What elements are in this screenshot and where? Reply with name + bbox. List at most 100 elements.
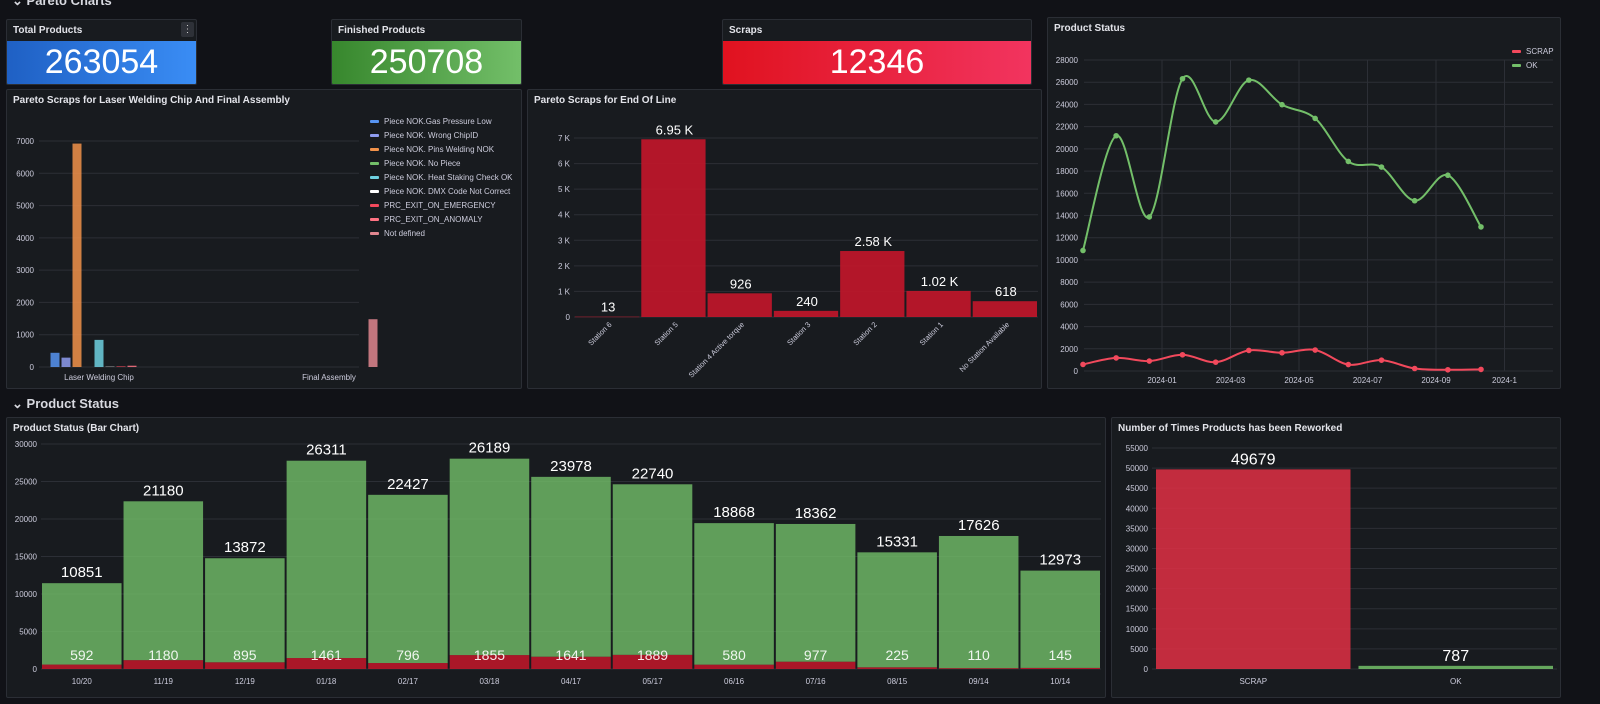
bar-scrap <box>123 660 204 669</box>
data-point <box>1146 358 1153 364</box>
panel-product-status-line[interactable]: Product Status 0 2000 4000 6000 8000 10000 120… <box>1047 17 1561 389</box>
data-point <box>1445 366 1451 373</box>
x-tick-label: No Station Available <box>958 320 1012 374</box>
y-tick-label: 5000 <box>16 202 34 211</box>
bar <box>906 290 971 317</box>
bar-value-label-ok: 10851 <box>61 564 103 581</box>
y-tick-label: 25000 <box>15 478 38 487</box>
x-tick-label: Station 5 <box>653 320 680 347</box>
stat-panel-scraps[interactable]: Scraps 12346 <box>722 19 1032 85</box>
y-tick-label: 10000 <box>15 590 38 599</box>
x-tick-label: 2024-03 <box>1216 376 1246 385</box>
y-tick-label: 30000 <box>15 440 38 449</box>
bar-ok <box>286 460 367 659</box>
legend-label: Piece NOK. No Piece <box>384 158 461 168</box>
data-point <box>1080 361 1086 368</box>
y-tick-label: 6000 <box>16 169 34 178</box>
panel-title: Finished Products <box>338 25 426 36</box>
data-point <box>1212 119 1219 125</box>
chart-product-status-line: 0 2000 4000 6000 8000 10000 12000 14000 16000 180… <box>1056 56 1553 385</box>
stat-panel-total-products[interactable]: Total Products ⋮ 263054 <box>6 19 197 85</box>
y-tick-label: 0 <box>33 665 38 674</box>
legend-swatch <box>1512 49 1521 53</box>
legend-item[interactable]: Piece NOK. Pins Welding NOK <box>370 142 513 156</box>
bar-ok <box>42 583 122 665</box>
data-point <box>1445 172 1451 179</box>
y-tick-label: 7000 <box>16 137 34 146</box>
legend-item[interactable]: OK <box>1512 58 1554 72</box>
bar-ok <box>694 523 774 665</box>
x-tick-label: 2024-05 <box>1284 376 1314 385</box>
panel-title: Number of Times Products has been Rework… <box>1118 423 1343 434</box>
bar-ok <box>531 476 611 657</box>
y-tick-label: 0 <box>1074 367 1079 376</box>
legend-swatch <box>1512 63 1521 67</box>
row-header-product-status[interactable]: ⌄ Product Status <box>12 396 119 412</box>
bar-value-label: 49679 <box>1231 451 1276 468</box>
panel-rework[interactable]: Number of Times Products has been Rework… <box>1111 417 1561 698</box>
y-tick-label: 30000 <box>1126 544 1149 553</box>
legend-item[interactable]: Piece NOK. Heat Staking Check OK <box>370 170 513 184</box>
bar-value-label-ok: 22427 <box>387 476 429 493</box>
y-tick-label: 35000 <box>1126 524 1149 533</box>
legend-item[interactable]: SCRAP <box>1512 44 1554 58</box>
legend-item[interactable]: Not defined <box>370 226 513 240</box>
y-tick-label: 6 K <box>558 160 571 169</box>
bar-value-label-ok: 17626 <box>958 517 1000 534</box>
panel-title: Pareto Scraps for Laser Welding Chip And… <box>13 95 290 106</box>
legend-item[interactable]: PRC_EXIT_ON_ANOMALY <box>370 212 513 226</box>
y-tick-label: 15000 <box>1126 605 1149 614</box>
y-tick-label: 10000 <box>1126 625 1149 634</box>
bar-value-label: 1.02 K <box>921 274 959 289</box>
panel-product-status-bar[interactable]: Product Status (Bar Chart) 0 5000 10000 150… <box>6 417 1106 698</box>
bar-scrap <box>449 655 530 669</box>
data-point <box>1146 214 1153 220</box>
legend-swatch <box>370 231 379 235</box>
y-tick-label: 1 K <box>558 287 571 296</box>
x-tick-label: 2024-01 <box>1147 376 1177 385</box>
bar-value-label-ok: 26189 <box>469 440 511 457</box>
legend-item[interactable]: Piece NOK. No Piece <box>370 156 513 170</box>
bar-value-label-scrap: 1641 <box>555 647 586 663</box>
data-point <box>1113 132 1119 139</box>
y-tick-label: 7 K <box>558 134 571 143</box>
y-tick-label: 20000 <box>1056 145 1079 154</box>
panel-pareto-laser[interactable]: Pareto Scraps for Laser Welding Chip And… <box>6 89 522 389</box>
bar-value-label: 6.95 K <box>656 122 694 137</box>
bar <box>94 339 104 367</box>
x-tick-label: OK <box>1450 677 1462 686</box>
bar-ok <box>775 523 856 662</box>
stat-value: 250708 <box>332 41 521 84</box>
bar-value-label-scrap: 796 <box>396 647 420 663</box>
data-point <box>1378 357 1385 363</box>
row-header-pareto[interactable]: ⌄ Pareto Charts <box>12 0 112 9</box>
legend-label: Piece NOK.Gas Pressure Low <box>384 116 492 126</box>
bar <box>575 316 640 318</box>
x-tick-label: Station 6 <box>586 320 613 347</box>
bar-scrap <box>42 664 122 669</box>
y-tick-label: 40000 <box>1126 504 1149 513</box>
panel-menu-button[interactable]: ⋮ <box>181 22 194 37</box>
legend-swatch <box>370 189 379 193</box>
stat-panel-finished-products[interactable]: Finished Products 250708 <box>331 19 522 85</box>
bar-value-label-ok: 15331 <box>876 533 918 550</box>
data-point <box>1411 197 1418 204</box>
legend-label: Piece NOK. Wrong ChipID <box>384 130 479 140</box>
x-tick-label: 11/19 <box>154 677 174 686</box>
legend-item[interactable]: Piece NOK. DMX Code Not Correct <box>370 184 513 198</box>
legend-item[interactable]: Piece NOK. Wrong ChipID <box>370 128 513 142</box>
panel-pareto-eol[interactable]: Pareto Scraps for End Of Line 0 1 K 2 K 3 K… <box>527 89 1042 389</box>
bar-value-label-scrap: 145 <box>1049 647 1073 663</box>
bar-value-label-scrap: 895 <box>233 647 257 663</box>
bar-value-label-scrap: 1855 <box>474 647 505 663</box>
bar-scrap <box>775 661 856 669</box>
legend-item[interactable]: Piece NOK.Gas Pressure Low <box>370 114 513 128</box>
legend-label: Piece NOK. Heat Staking Check OK <box>384 172 513 182</box>
x-tick-label: 09/14 <box>969 677 990 686</box>
y-tick-label: 0 <box>566 313 571 322</box>
series-line <box>1082 75 1482 251</box>
bar-ok <box>449 458 530 656</box>
row-header-label: Pareto Charts <box>26 0 112 8</box>
legend-item[interactable]: PRC_EXIT_ON_EMERGENCY <box>370 198 513 212</box>
y-tick-label: 28000 <box>1056 56 1079 65</box>
